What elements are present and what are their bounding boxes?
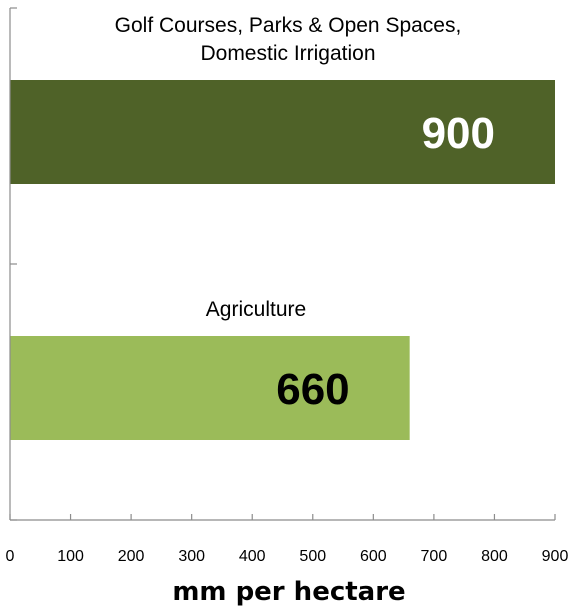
data-label: 660 [276,365,349,414]
x-tick-label: 800 [481,548,508,565]
x-axis: 0 100 200 300 400 500 600 700 800 900 [6,7,569,565]
bar [10,336,410,440]
x-tick-label: 700 [421,548,448,565]
x-tick-label: 100 [57,548,84,565]
category-label: Golf Courses, Parks & Open Spaces, [115,14,462,37]
x-tick-label: 200 [118,548,145,565]
bars-layer: Golf Courses, Parks & Open Spaces, Domest… [10,14,555,440]
x-tick-label: 600 [360,548,387,565]
category-label: Domestic Irrigation [200,42,375,65]
x-tick-label: 0 [6,548,15,565]
data-label: 900 [422,109,495,158]
x-tick-label: 400 [239,548,266,565]
x-tick-label: 500 [299,548,326,565]
x-axis-title: mm per hectare [172,577,405,607]
x-tick-label: 300 [178,548,205,565]
category-label: Agriculture [206,298,306,321]
x-tick-label: 900 [542,548,569,565]
bar [10,80,555,184]
